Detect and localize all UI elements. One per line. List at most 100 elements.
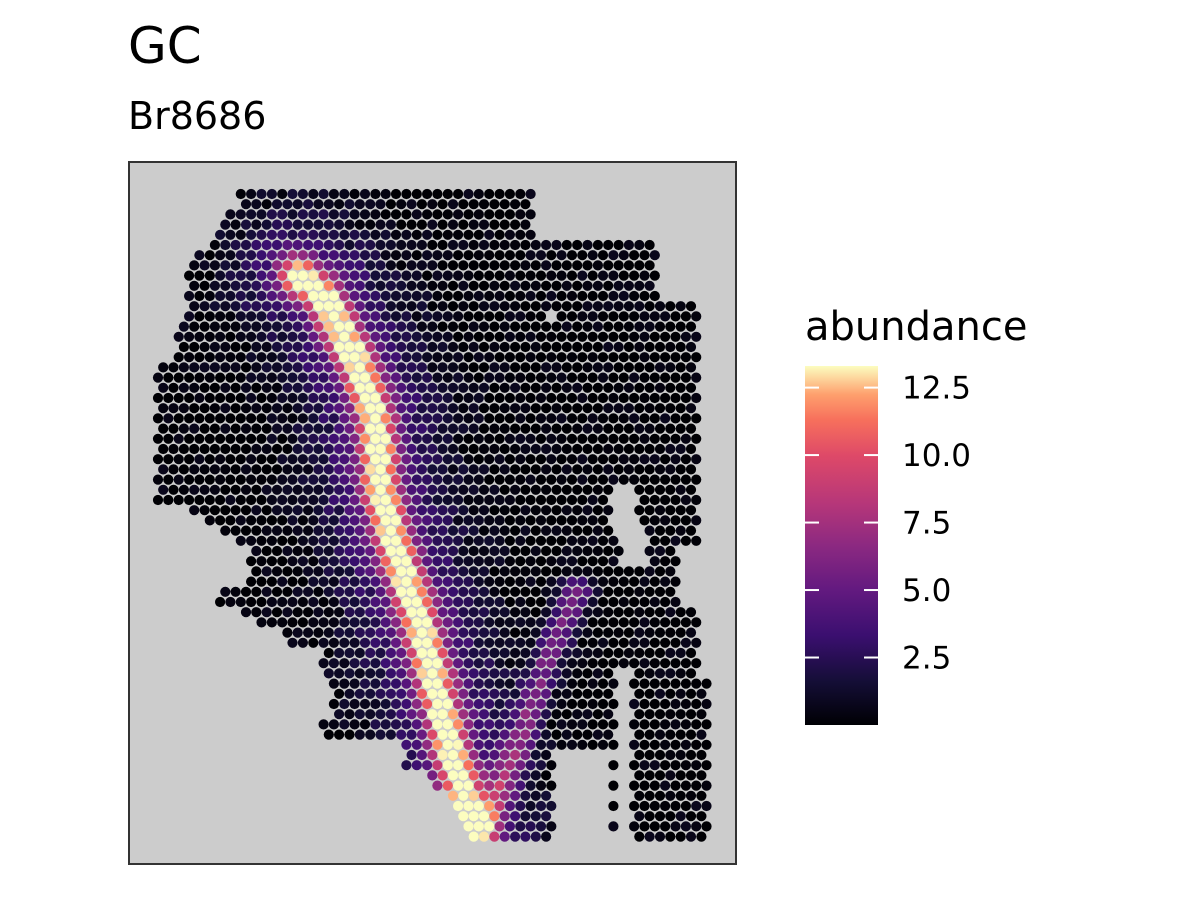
spot-point: [468, 280, 479, 291]
spot-point: [359, 596, 371, 608]
spot-point: [592, 545, 604, 557]
spot-point: [411, 760, 422, 771]
spot-point: [411, 433, 422, 444]
spot-point: [375, 260, 386, 271]
spot-point: [618, 576, 629, 587]
spot-point: [380, 331, 391, 342]
spot-point: [390, 515, 402, 526]
spot-point: [623, 423, 635, 434]
spot-point: [256, 474, 267, 485]
spot-point: [432, 698, 443, 710]
spot-point: [592, 729, 604, 740]
spot-point: [468, 586, 479, 597]
spot-point: [458, 484, 469, 495]
spot-point: [406, 627, 417, 638]
spot-point: [691, 474, 702, 485]
spot-point: [178, 341, 189, 353]
spot-point: [525, 392, 536, 404]
spot-point: [561, 484, 572, 495]
spot-point: [660, 392, 671, 404]
spot-point: [427, 403, 438, 414]
spot-point: [359, 719, 371, 730]
spot-point: [365, 484, 376, 495]
spot-point: [292, 627, 303, 638]
spot-point: [168, 464, 179, 475]
spot-point: [535, 719, 547, 730]
spot-point: [422, 454, 433, 465]
spot-point: [458, 464, 469, 475]
spot-point: [582, 362, 593, 373]
spot-point: [334, 586, 345, 597]
spot-point: [634, 464, 645, 475]
spot-point: [375, 443, 386, 455]
spot-point: [385, 443, 396, 455]
spot-point: [375, 219, 386, 230]
spot-point: [287, 617, 298, 628]
spot-point: [572, 688, 583, 699]
spot-point: [484, 188, 495, 200]
spot-point: [577, 250, 588, 261]
spot-point: [525, 739, 536, 750]
spot-point: [515, 821, 526, 832]
spot-point: [592, 668, 604, 679]
spot-point: [215, 229, 226, 240]
spot-point: [209, 362, 220, 373]
spot-point: [535, 698, 547, 710]
spot-point: [354, 505, 365, 516]
spot-point: [561, 423, 572, 434]
spot-point: [380, 290, 391, 302]
spot-point: [334, 382, 345, 393]
spot-point: [489, 831, 500, 842]
spot-point: [220, 505, 231, 516]
spot-point: [385, 668, 396, 679]
spot-point: [380, 372, 391, 383]
spot-point: [561, 443, 572, 455]
spot-point: [577, 678, 588, 689]
spot-point: [680, 535, 692, 546]
spot-point: [287, 576, 298, 587]
spot-point: [261, 545, 272, 557]
spot-point: [701, 760, 712, 771]
spot-point: [184, 433, 195, 444]
spot-point: [639, 290, 650, 302]
spot-point: [478, 831, 490, 842]
spot-point: [339, 678, 350, 689]
spot-point: [670, 780, 681, 791]
spot-point: [535, 739, 547, 750]
spot-point: [582, 607, 593, 618]
spot-point: [432, 658, 443, 669]
spot-point: [328, 290, 339, 302]
spot-point: [654, 484, 666, 495]
spot-point: [499, 382, 510, 393]
spot-point: [282, 362, 293, 373]
spot-point: [556, 433, 567, 444]
spot-point: [515, 331, 526, 342]
spot-point: [463, 617, 474, 628]
spot-point: [494, 311, 505, 322]
spot-point: [541, 627, 552, 638]
spot-point: [246, 372, 257, 383]
spot-point: [468, 749, 479, 761]
spot-point: [478, 199, 490, 210]
spot-point: [525, 576, 536, 587]
spot-point: [458, 749, 469, 761]
spot-point: [416, 260, 427, 271]
spot-point: [504, 250, 515, 261]
spot-point: [551, 505, 562, 516]
spot-point: [427, 505, 438, 516]
spot-point: [427, 484, 438, 495]
spot-point: [530, 831, 541, 842]
spot-point: [427, 321, 438, 332]
spot-point: [592, 362, 604, 373]
spot-point: [359, 311, 371, 322]
spot-point: [271, 260, 283, 271]
spot-point: [401, 229, 412, 240]
spot-point: [354, 668, 365, 679]
spot-point: [432, 739, 443, 750]
spot-point: [339, 229, 350, 240]
spot-point: [390, 331, 402, 342]
spot-point: [556, 352, 567, 363]
spot-point: [220, 443, 231, 455]
spot-point: [328, 678, 339, 689]
spot-point: [158, 443, 169, 455]
